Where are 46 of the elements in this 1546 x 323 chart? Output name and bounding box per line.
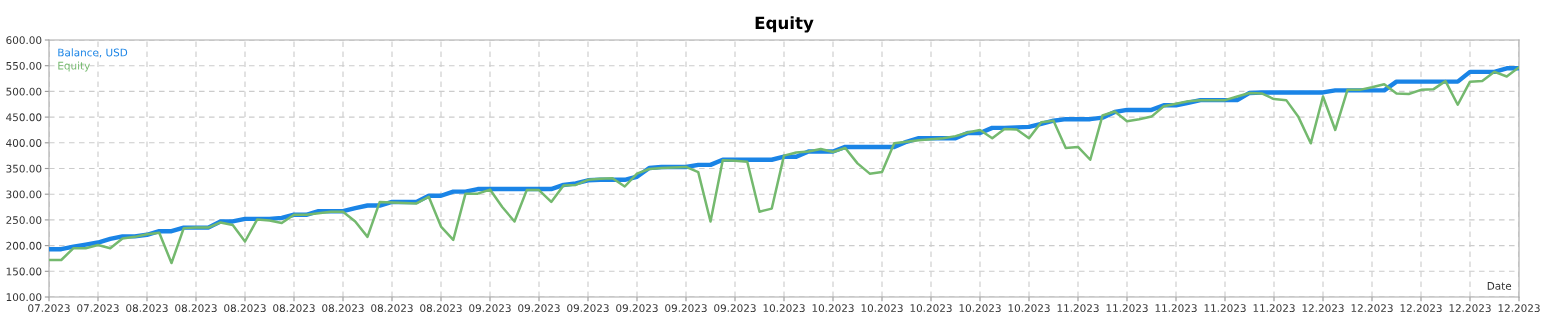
x-tick-label: 12.2023 (1498, 304, 1540, 313)
x-tick-label: 09.2023 (665, 304, 707, 313)
x-tick-label: 07.2023 (28, 304, 70, 313)
y-tick-label: 300.00 (6, 190, 42, 199)
x-tick-label: 10.2023 (910, 304, 952, 313)
y-tick-label: 350.00 (6, 164, 42, 173)
x-tick-label: 09.2023 (714, 304, 756, 313)
x-tick-label: 10.2023 (959, 304, 1001, 313)
y-tick-label: 600.00 (6, 36, 42, 45)
x-tick-label: 10.2023 (1008, 304, 1050, 313)
y-tick-label: 500.00 (6, 87, 42, 96)
y-tick-label: 200.00 (6, 241, 42, 250)
x-tick-label: 11.2023 (1253, 304, 1295, 313)
x-tick-label: 10.2023 (812, 304, 854, 313)
y-tick-label: 550.00 (6, 61, 42, 70)
x-tick-label: 08.2023 (175, 304, 217, 313)
x-tick-label: 11.2023 (1057, 304, 1099, 313)
x-tick-label: 08.2023 (224, 304, 266, 313)
chart-title: Equity (755, 16, 814, 33)
x-tick-label: 07.2023 (77, 304, 119, 313)
x-tick-label: 08.2023 (322, 304, 364, 313)
x-tick-label: 08.2023 (126, 304, 168, 313)
x-tick-label: 08.2023 (420, 304, 462, 313)
y-tick-label: 150.00 (6, 267, 42, 276)
x-tick-label: 11.2023 (1155, 304, 1197, 313)
x-tick-label: 11.2023 (1106, 304, 1148, 313)
text: Balance, USD (58, 48, 128, 58)
x-tick-label: 08.2023 (273, 304, 315, 313)
x-tick-label: 12.2023 (1351, 304, 1393, 313)
y-tick-label: 450.00 (6, 113, 42, 122)
x-tick-label: 09.2023 (616, 304, 658, 313)
x-tick-label: 08.2023 (371, 304, 413, 313)
x-tick-label: 09.2023 (567, 304, 609, 313)
y-tick-label: 400.00 (6, 139, 42, 147)
x-tick-label: 10.2023 (763, 304, 805, 313)
x-tick-label: 09.2023 (518, 304, 560, 313)
x-tick-label: 12.2023 (1302, 304, 1344, 313)
x-tick-label: 10.2023 (861, 304, 903, 313)
y-tick-label: 100.00 (6, 293, 42, 302)
x-tick-label: 12.2023 (1449, 304, 1491, 313)
text: Equity (58, 61, 90, 72)
x-axis-title: Date (1487, 282, 1512, 290)
x-tick-label: 12.2023 (1400, 304, 1442, 313)
x-tick-label: 11.2023 (1204, 304, 1246, 313)
y-tick-label: 250.00 (6, 216, 42, 225)
x-tick-label: 09.2023 (469, 304, 511, 313)
